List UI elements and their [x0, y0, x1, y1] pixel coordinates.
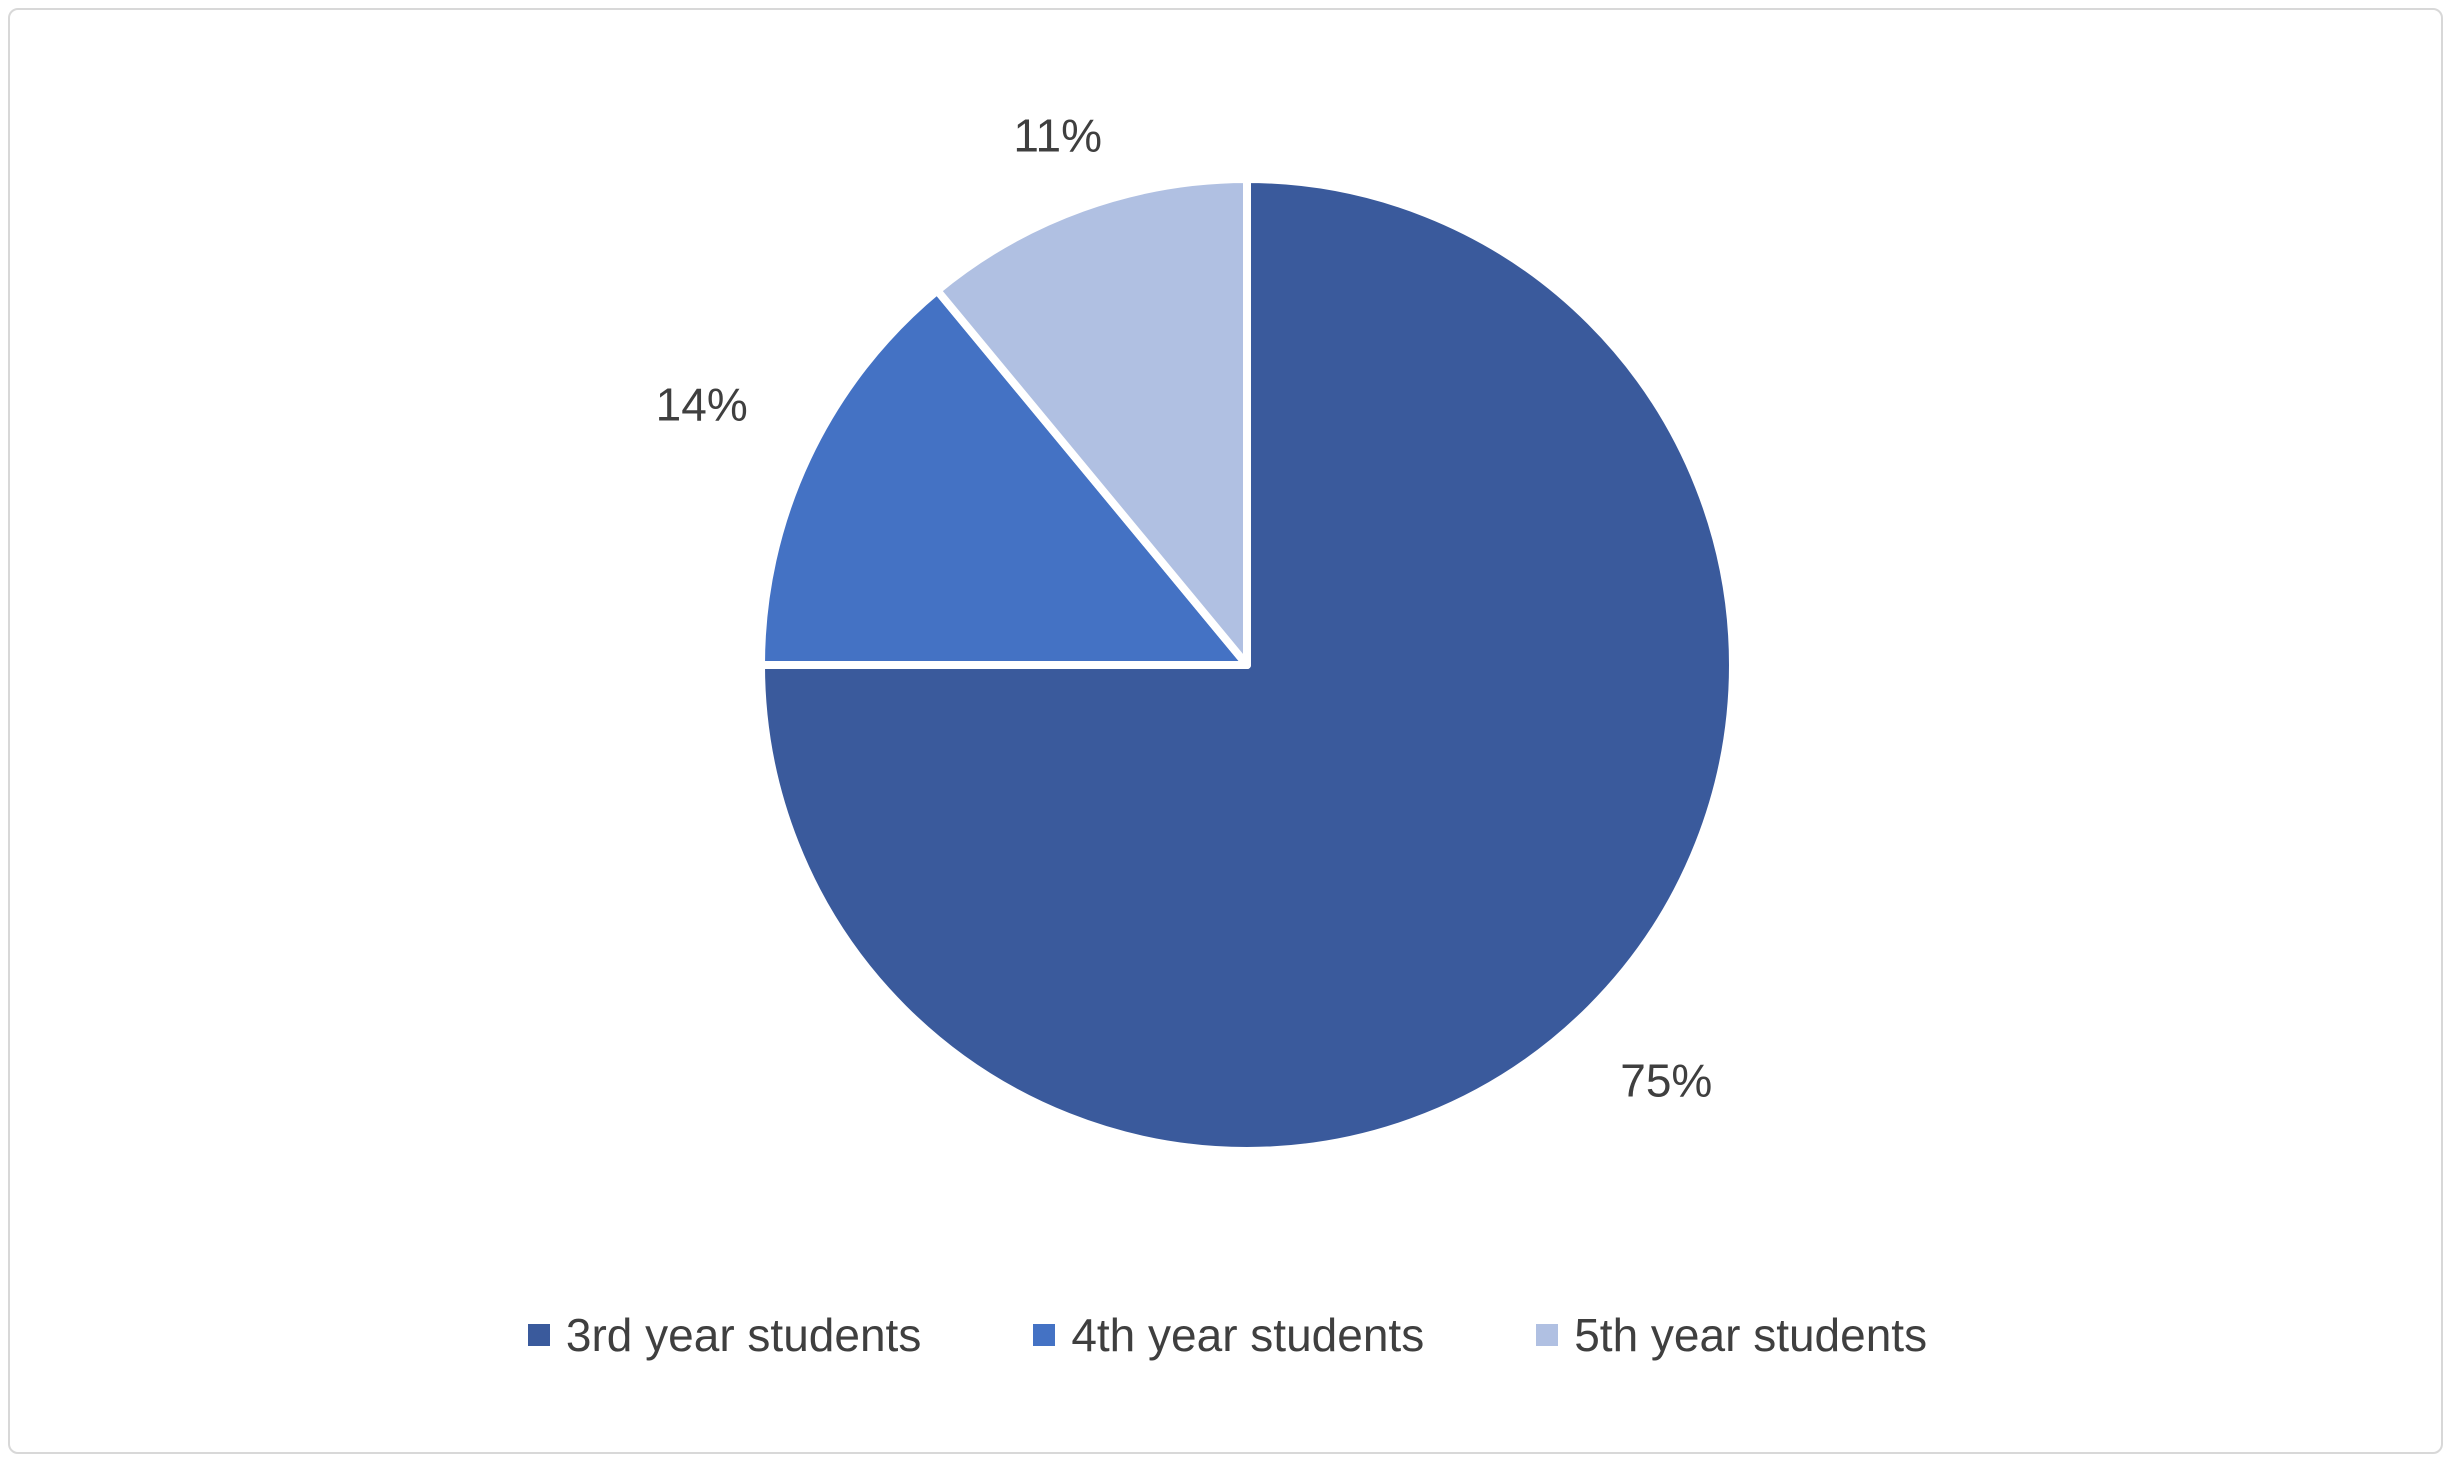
data-label-14pct: 14% [656, 379, 748, 431]
pie-slice-3rd-year-students [757, 175, 1737, 1155]
data-label-75pct: 75% [1620, 1054, 1712, 1106]
data-label-11pct: 11% [1013, 109, 1102, 161]
legend-label: 5th year students [1574, 1309, 1928, 1361]
legend: 3rd year students 4th year students 5th ye… [10, 1290, 2441, 1380]
legend-marker-icon [1033, 1324, 1056, 1346]
pie-slice-5th-year-students [933, 175, 1251, 669]
chart-frame: 75% 14% 11% 3rd year students 4th year stud… [8, 8, 2443, 1454]
legend-label: 4th year students [1071, 1309, 1425, 1361]
pie-chart: 75% 14% 11% [656, 109, 1737, 1155]
legend-item-3rd-year-students: 3rd year students [527, 1309, 922, 1361]
pie-slice-4th-year-students [757, 286, 1251, 669]
legend-item-4th-year-students: 4th year students [1033, 1312, 1424, 1358]
legend-marker-icon [1536, 1324, 1559, 1346]
legend-marker-icon [527, 1324, 550, 1346]
legend-label: 3rd year students [565, 1309, 922, 1361]
legend-item-5th-year-students: 5th year students [1536, 1312, 1927, 1358]
